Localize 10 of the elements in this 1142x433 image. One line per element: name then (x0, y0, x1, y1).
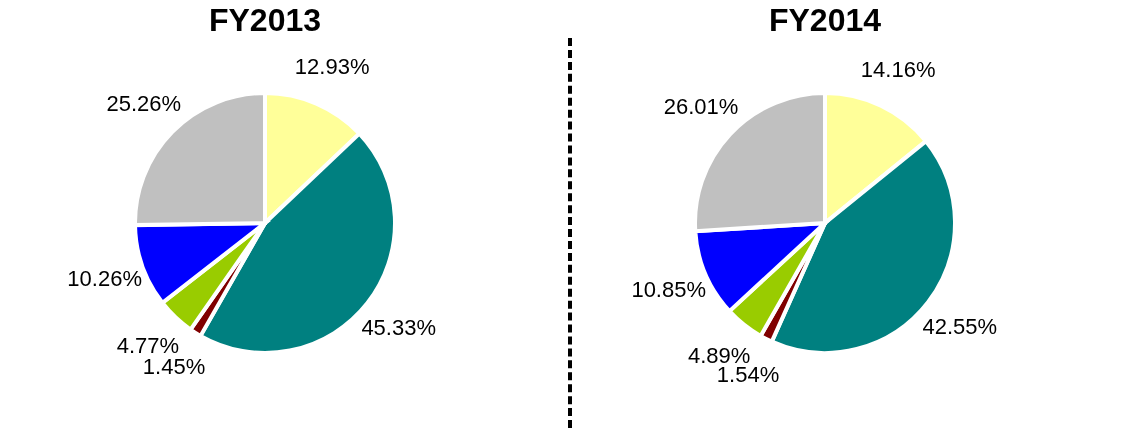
data-label: 14.16% (860, 56, 936, 82)
chart-title: FY2014 (768, 2, 882, 38)
data-label: 12.93% (294, 53, 370, 79)
data-label: 42.55% (922, 313, 998, 339)
data-label: 25.26% (106, 90, 182, 116)
data-label: 10.26% (67, 266, 142, 292)
data-label: 26.01% (663, 93, 739, 119)
data-label: 10.85% (631, 276, 707, 302)
chart-title: FY2013 (208, 2, 322, 38)
data-label: 45.33% (361, 314, 437, 340)
